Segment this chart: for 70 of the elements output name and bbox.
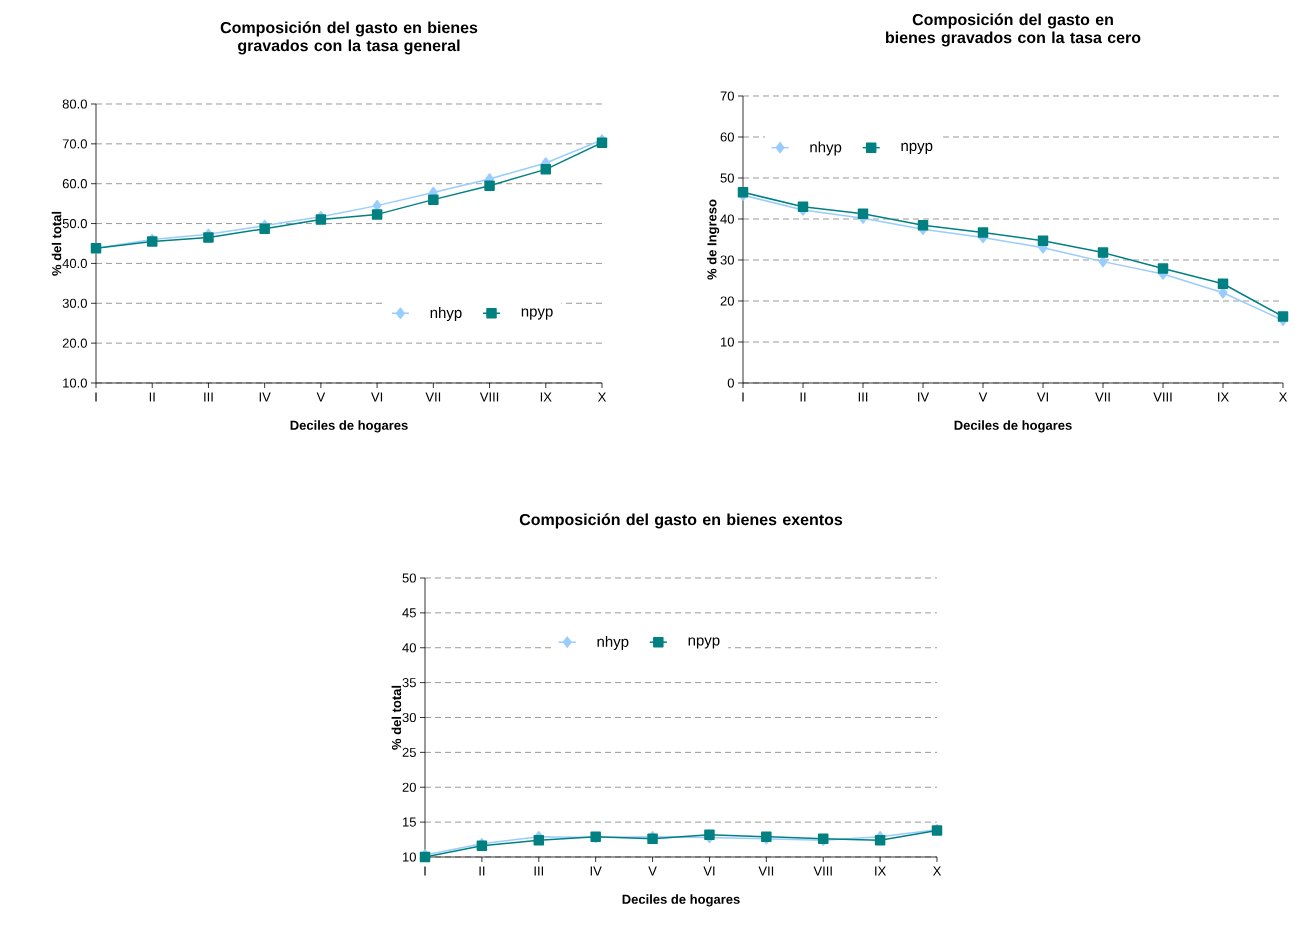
x-tick-label: V <box>978 392 988 402</box>
y-tick-label: 40.0 <box>62 258 87 269</box>
y-tick-label: 70 <box>720 91 734 101</box>
x-tick-label: II <box>800 392 806 402</box>
x-tick-label: IV <box>918 392 930 402</box>
y-tick-label: 30 <box>402 712 416 723</box>
y-tick-label: 30 <box>720 255 734 265</box>
y-tick-label: 30.0 <box>62 298 87 308</box>
y-tick-label: 60 <box>720 132 734 142</box>
y-tick-label: 80.0 <box>62 99 87 109</box>
x-tick-label: IX <box>1218 392 1229 402</box>
y-tick-label: 50.0 <box>62 218 87 229</box>
y-tick-label: 60.0 <box>62 179 87 189</box>
y-tick-label: 35 <box>402 678 416 688</box>
x-axis-title: Deciles de hogares <box>290 420 408 433</box>
x-tick-label: IV <box>590 866 602 876</box>
y-tick-label: 20.0 <box>62 338 87 348</box>
x-tick-label: I <box>742 392 744 402</box>
y-tick-label: 20 <box>402 782 416 792</box>
y-tick-label: 10 <box>721 337 734 347</box>
chart-title: Composición del gasto en bienes gravados con la tasa cero <box>886 13 1141 47</box>
x-tick-label: VI <box>703 866 715 876</box>
y-tick-label: 45 <box>402 608 416 618</box>
x-tick-label: I <box>95 392 97 402</box>
y-axis-title: % de Ingreso <box>706 199 720 280</box>
x-tick-label: IX <box>540 392 552 402</box>
x-tick-label: III <box>204 392 213 402</box>
legend-label: nhyp <box>430 307 462 322</box>
x-tick-label: II <box>149 392 155 402</box>
y-tick-label: 70.0 <box>62 139 87 149</box>
y-tick-label: 15 <box>403 817 416 827</box>
x-tick-label: VIII <box>479 392 499 402</box>
x-axis-title: Deciles de hogares <box>622 894 740 907</box>
x-tick-label: I <box>424 866 426 876</box>
legend-label: nhyp <box>597 635 629 650</box>
legend-label: npyp <box>521 308 553 320</box>
y-axis-title: % del total <box>51 211 62 276</box>
x-tick-label: IX <box>875 866 886 876</box>
y-tick-label: 40 <box>720 214 734 224</box>
x-tick-label: IV <box>259 392 271 402</box>
x-tick-label: VIII <box>813 866 832 876</box>
x-tick-label: II <box>479 866 485 876</box>
x-tick-label: VII <box>425 392 441 402</box>
x-tick-label: III <box>534 866 544 876</box>
y-tick-label: 10.0 <box>63 378 87 388</box>
y-tick-label: 40 <box>402 643 416 653</box>
y-tick-label: 50 <box>402 573 416 583</box>
y-axis-title: % del total <box>391 685 402 750</box>
x-tick-label: VI <box>371 392 383 402</box>
y-tick-label: 20 <box>720 296 734 306</box>
x-tick-label: VII <box>758 866 774 876</box>
legend-label: nhyp <box>810 141 842 156</box>
y-tick-label: 25 <box>402 747 416 757</box>
x-tick-label: X <box>1278 392 1288 402</box>
x-tick-label: VI <box>1036 392 1048 402</box>
x-axis-title: Deciles de hogares <box>954 420 1072 433</box>
x-tick-label: V <box>648 866 657 876</box>
x-tick-label: V <box>316 392 326 402</box>
y-tick-label: 10 <box>403 852 416 862</box>
x-tick-label: VII <box>1095 392 1110 402</box>
chart-title: Composición del gasto en bienes exentos <box>519 513 843 529</box>
chart-title: Composición del gasto en bienes gravados con la tasa general <box>220 21 478 55</box>
y-tick-label: 0 <box>727 378 734 388</box>
y-tick-label: 50 <box>720 173 734 183</box>
x-tick-label: X <box>932 866 942 876</box>
x-tick-label: VIII <box>1153 392 1172 402</box>
x-tick-label: X <box>597 392 607 402</box>
legend-label: npyp <box>688 637 720 649</box>
legend-label: npyp <box>901 142 933 155</box>
x-tick-label: III <box>858 392 868 402</box>
